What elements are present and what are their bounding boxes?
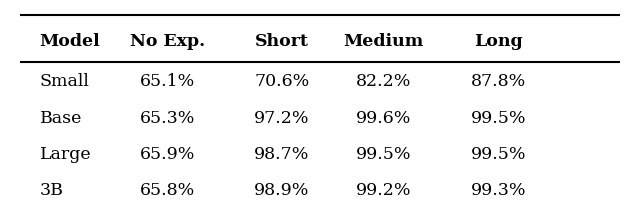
Text: 65.1%: 65.1% [140,73,195,90]
Text: 87.8%: 87.8% [471,73,526,90]
Text: 82.2%: 82.2% [356,73,412,90]
Text: Base: Base [40,110,82,127]
Text: 70.6%: 70.6% [254,73,309,90]
Text: 99.5%: 99.5% [470,110,526,127]
Text: 99.5%: 99.5% [356,146,412,163]
Text: 3B: 3B [40,182,63,199]
Text: 99.6%: 99.6% [356,110,412,127]
Text: Small: Small [40,73,90,90]
Text: 98.9%: 98.9% [254,182,310,199]
Text: 99.3%: 99.3% [470,182,526,199]
Text: Long: Long [474,33,523,50]
Text: 65.3%: 65.3% [140,110,195,127]
Text: 97.2%: 97.2% [254,110,310,127]
Text: Large: Large [40,146,92,163]
Text: 99.2%: 99.2% [356,182,412,199]
Text: 65.8%: 65.8% [140,182,195,199]
Text: Model: Model [40,33,100,50]
Text: Short: Short [255,33,308,50]
Text: Medium: Medium [344,33,424,50]
Text: No Exp.: No Exp. [129,33,205,50]
Text: 65.9%: 65.9% [140,146,195,163]
Text: 98.7%: 98.7% [254,146,310,163]
Text: 99.5%: 99.5% [470,146,526,163]
